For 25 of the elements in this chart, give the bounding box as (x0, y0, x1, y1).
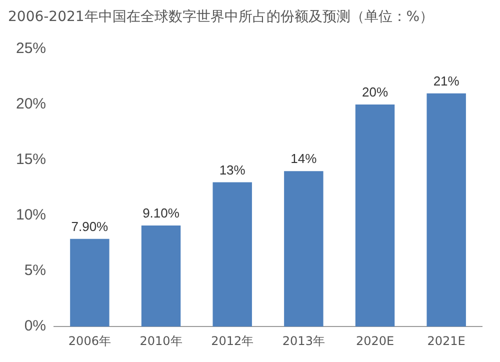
y-tick-label: 5% (24, 262, 46, 280)
data-label: 14% (290, 151, 318, 166)
x-tick-label: 2020E (356, 334, 394, 348)
x-tick-label: 2021E (427, 334, 466, 348)
bar (355, 104, 395, 327)
data-label: 7.90% (71, 218, 109, 234)
bar (70, 238, 110, 327)
x-tick-label: 2006年 (68, 334, 111, 348)
bar (426, 93, 466, 327)
y-tick-label: 20% (16, 96, 46, 113)
bar (212, 182, 252, 327)
bar (284, 171, 324, 327)
chart-title: 2006-2021年中国在全球数字世界中所占的份额及预测（单位：%） (8, 8, 435, 26)
x-tick-label: 2012年 (211, 334, 254, 348)
y-tick-label: 15% (16, 151, 46, 168)
x-tick-label: 2013年 (282, 334, 325, 348)
y-tick-label: 10% (16, 206, 46, 224)
x-tick-label: 2010年 (140, 334, 182, 348)
data-label: 20% (362, 84, 388, 100)
bar (141, 226, 181, 327)
y-tick-label: 0% (24, 318, 46, 335)
data-label: 13% (219, 162, 246, 178)
data-label: 21% (433, 73, 460, 88)
y-tick-label: 25% (16, 40, 46, 58)
data-label: 9.10% (142, 206, 180, 221)
